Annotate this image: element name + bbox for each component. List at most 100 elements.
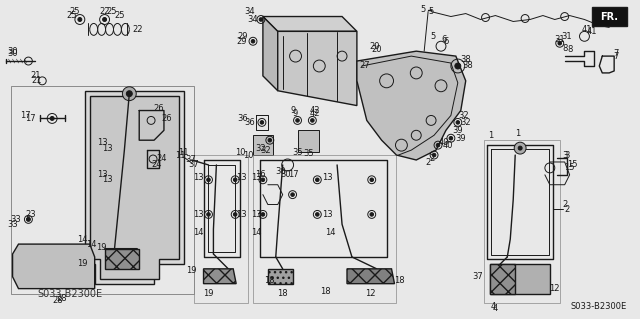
- Text: 14: 14: [251, 228, 261, 237]
- Bar: [298, 130, 319, 152]
- Text: 7: 7: [613, 48, 619, 58]
- Text: 24: 24: [152, 160, 163, 169]
- Circle shape: [50, 116, 54, 120]
- Text: 22: 22: [132, 25, 143, 34]
- Polygon shape: [278, 31, 357, 106]
- Text: 13: 13: [236, 210, 246, 219]
- Polygon shape: [84, 91, 184, 284]
- Circle shape: [455, 63, 461, 69]
- Text: 7: 7: [613, 52, 619, 61]
- Circle shape: [558, 41, 561, 45]
- Text: 3: 3: [564, 151, 570, 160]
- Text: 16: 16: [255, 170, 265, 179]
- Text: S033-B2300E: S033-B2300E: [37, 289, 102, 299]
- Text: 19: 19: [186, 266, 197, 275]
- Text: 4: 4: [491, 302, 496, 311]
- Text: 32: 32: [458, 111, 469, 120]
- Text: 23: 23: [25, 210, 36, 219]
- Text: 17: 17: [20, 111, 31, 120]
- Text: 28: 28: [52, 296, 63, 305]
- Circle shape: [432, 153, 436, 157]
- Text: 9: 9: [291, 106, 296, 115]
- Text: 13: 13: [97, 170, 108, 179]
- Circle shape: [78, 18, 82, 21]
- Circle shape: [259, 18, 262, 21]
- Circle shape: [316, 213, 319, 216]
- Polygon shape: [347, 269, 394, 284]
- Text: 2: 2: [429, 153, 435, 162]
- Text: 13: 13: [97, 138, 108, 147]
- Text: 14: 14: [325, 228, 335, 237]
- Text: 18: 18: [264, 276, 275, 285]
- Text: 13: 13: [322, 173, 333, 182]
- Circle shape: [518, 146, 522, 150]
- Circle shape: [126, 91, 132, 97]
- Text: 20: 20: [369, 42, 380, 51]
- Text: 29: 29: [237, 37, 248, 46]
- Polygon shape: [357, 51, 466, 160]
- Circle shape: [122, 87, 136, 100]
- Polygon shape: [490, 264, 550, 293]
- Text: 37: 37: [188, 160, 199, 169]
- Text: 41: 41: [581, 25, 592, 34]
- Text: 33: 33: [7, 220, 18, 229]
- Circle shape: [102, 18, 107, 21]
- Text: 25: 25: [114, 11, 125, 20]
- Text: 36: 36: [244, 118, 255, 127]
- Polygon shape: [263, 17, 357, 31]
- Text: 15: 15: [564, 163, 575, 172]
- Circle shape: [260, 121, 264, 124]
- Text: 38: 38: [462, 62, 473, 70]
- Text: 21: 21: [31, 76, 42, 85]
- Circle shape: [370, 178, 374, 182]
- Text: 28: 28: [57, 294, 67, 303]
- Text: 38: 38: [460, 55, 471, 63]
- Text: 42: 42: [310, 109, 321, 118]
- Text: 42: 42: [310, 106, 321, 115]
- Text: 18: 18: [320, 287, 330, 296]
- Text: 15: 15: [567, 160, 578, 169]
- Circle shape: [261, 178, 265, 182]
- Text: 5: 5: [428, 7, 433, 16]
- Text: 13: 13: [322, 210, 333, 219]
- Text: 5: 5: [420, 5, 426, 14]
- Text: 21: 21: [30, 71, 40, 80]
- Text: 40: 40: [438, 138, 449, 147]
- Circle shape: [207, 178, 211, 182]
- Text: 30: 30: [7, 47, 18, 56]
- Text: 11: 11: [179, 148, 189, 157]
- Bar: [593, 7, 627, 26]
- Text: 2: 2: [426, 159, 431, 167]
- Polygon shape: [204, 269, 236, 284]
- Text: 8: 8: [562, 44, 568, 53]
- Circle shape: [207, 213, 211, 216]
- Text: 12: 12: [550, 284, 560, 293]
- Text: 10: 10: [243, 151, 253, 160]
- Text: 36: 36: [237, 114, 248, 123]
- Text: 10: 10: [235, 148, 245, 157]
- Text: 13: 13: [193, 173, 204, 182]
- Polygon shape: [13, 244, 95, 289]
- Text: 14: 14: [86, 240, 97, 249]
- Text: FR.: FR.: [600, 11, 618, 21]
- Text: 6: 6: [441, 35, 447, 44]
- Text: 18: 18: [277, 289, 288, 298]
- Circle shape: [456, 121, 460, 124]
- Text: 30: 30: [275, 167, 286, 176]
- Text: 41: 41: [586, 27, 596, 36]
- Circle shape: [26, 217, 30, 221]
- Text: 8: 8: [567, 45, 572, 54]
- Text: 19: 19: [77, 259, 88, 268]
- Polygon shape: [490, 264, 515, 293]
- Text: 35: 35: [292, 148, 303, 157]
- Text: 6: 6: [444, 37, 449, 46]
- Text: 17: 17: [25, 114, 36, 123]
- Text: 12: 12: [365, 289, 376, 298]
- Circle shape: [316, 178, 319, 182]
- Text: 25: 25: [67, 11, 77, 20]
- Text: 37: 37: [472, 272, 483, 281]
- Circle shape: [449, 137, 452, 140]
- Text: 31: 31: [554, 35, 565, 44]
- Text: 39: 39: [456, 134, 466, 143]
- Text: 19: 19: [97, 242, 107, 252]
